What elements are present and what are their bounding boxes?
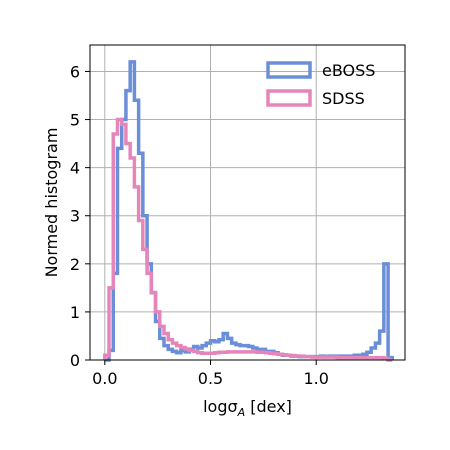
plot-frame xyxy=(89,44,406,361)
x-axis-label: logσA [dex] xyxy=(203,397,292,419)
legend-swatch-eboss xyxy=(266,61,312,79)
y-tick-label-6: 6 xyxy=(70,62,80,81)
y-tick-label-1: 1 xyxy=(70,303,80,322)
y-tick-label-2: 2 xyxy=(70,255,80,274)
legend-label-sdss: SDSS xyxy=(322,89,365,108)
x-tick-label-0: 0.0 xyxy=(92,369,117,388)
series-layer xyxy=(103,60,395,362)
y-axis-label: Normed histogram xyxy=(42,128,61,278)
x-tick-label-2: 1.0 xyxy=(303,369,328,388)
legend-swatch-sdss xyxy=(266,89,312,107)
series-sdss-histogram xyxy=(103,117,393,362)
y-tick-label-3: 3 xyxy=(70,207,80,226)
x-tick-label-1: 0.5 xyxy=(198,369,223,388)
axis-ticks: 0.0 0.5 1.0 0 1 2 3 4 5 6 xyxy=(70,62,329,388)
y-tick-label-0: 0 xyxy=(70,351,80,370)
legend-label-eboss: eBOSS xyxy=(322,61,375,80)
y-tick-label-5: 5 xyxy=(70,111,80,130)
y-tick-label-4: 4 xyxy=(70,159,80,178)
legend: eBOSS SDSS xyxy=(266,61,375,108)
